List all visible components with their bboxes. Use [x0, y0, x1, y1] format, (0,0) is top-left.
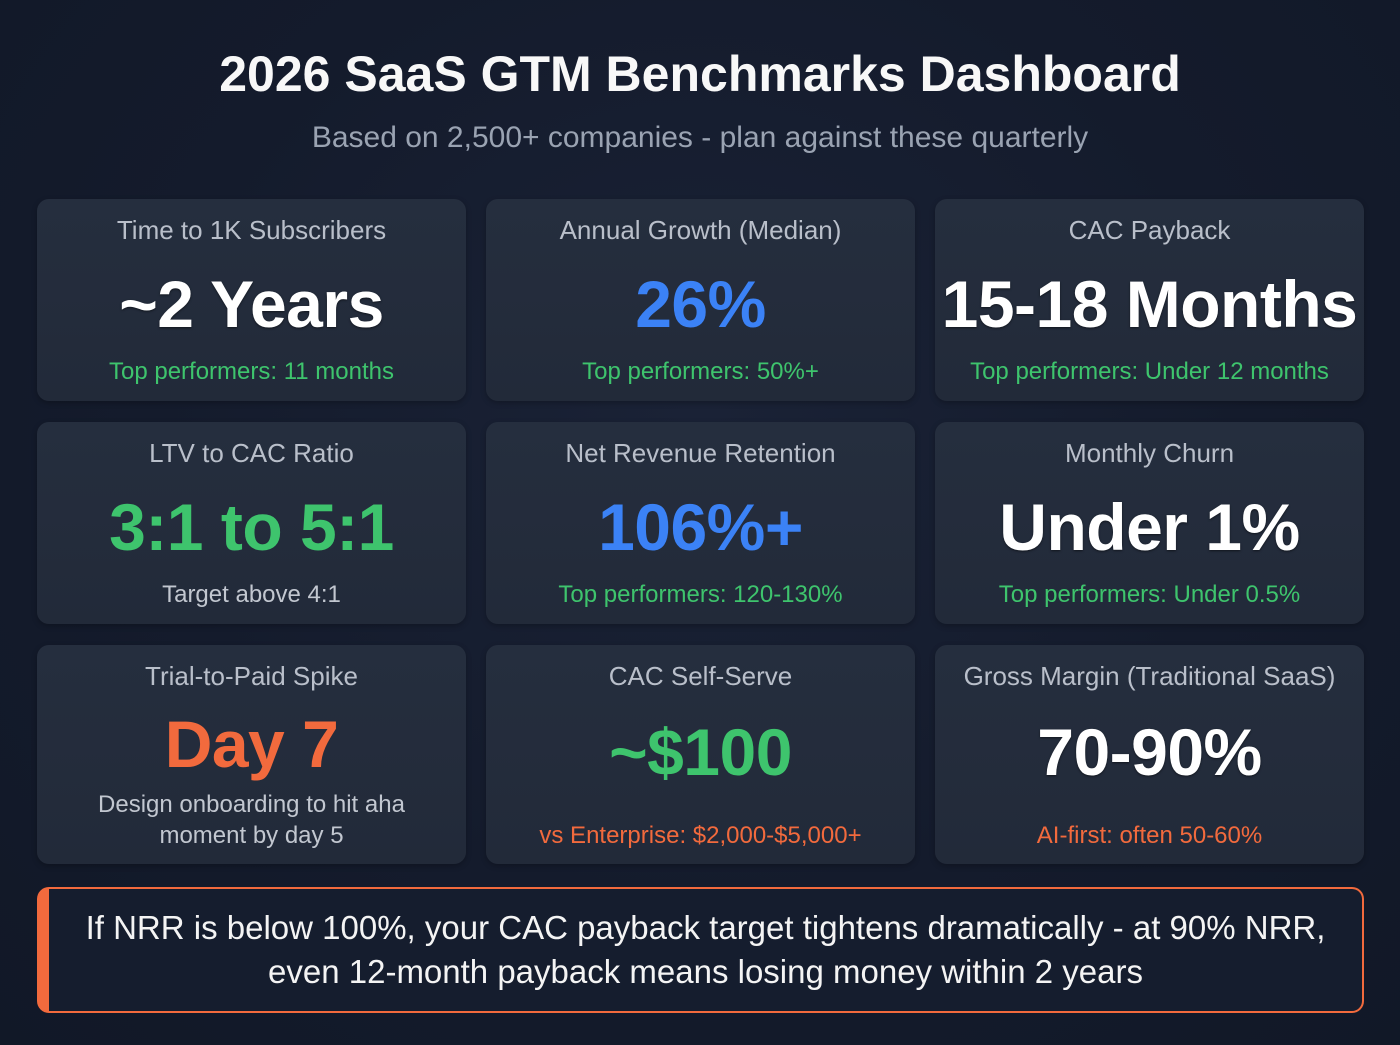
card-label: Annual Growth (Median) [559, 215, 842, 245]
card-cac-payback: CAC Payback 15-18 Months Top performers:… [935, 199, 1364, 401]
card-label: CAC Self-Serve [608, 661, 793, 691]
card-cac-self-serve: CAC Self-Serve ~$100 vs Enterprise: $2,0… [486, 645, 915, 864]
card-label: LTV to CAC Ratio [149, 438, 354, 468]
card-note: Top performers: Under 0.5% [998, 581, 1301, 608]
card-note: vs Enterprise: $2,000-$5,000+ [539, 822, 862, 849]
card-monthly-churn: Monthly Churn Under 1% Top performers: U… [935, 422, 1364, 624]
card-label: Gross Margin (Traditional SaaS) [963, 661, 1336, 691]
card-ltv-cac-ratio: LTV to CAC Ratio 3:1 to 5:1 Target above… [37, 422, 466, 624]
card-value: 106%+ [598, 490, 803, 564]
nrr-warning-callout: If NRR is below 100%, your CAC payback t… [37, 887, 1364, 1013]
card-note: Top performers: Under 12 months [970, 358, 1329, 385]
card-label: Time to 1K Subscribers [116, 215, 387, 245]
card-label: Trial-to-Paid Spike [145, 661, 358, 691]
card-note: Design onboarding to hit aha moment by d… [98, 791, 405, 849]
card-value: ~2 Years [119, 267, 384, 341]
card-label: CAC Payback [1068, 215, 1231, 245]
card-note: AI-first: often 50-60% [1036, 822, 1263, 849]
card-value: Day 7 [164, 707, 339, 781]
card-value: Under 1% [999, 490, 1300, 564]
card-note: Top performers: 120-130% [558, 581, 843, 608]
card-value: 26% [635, 267, 766, 341]
callout-text: If NRR is below 100%, your CAC payback t… [85, 909, 1326, 990]
card-gross-margin: Gross Margin (Traditional SaaS) 70-90% A… [935, 645, 1364, 864]
benchmark-grid: Time to 1K Subscribers ~2 Years Top perf… [37, 199, 1364, 864]
card-label: Monthly Churn [1064, 438, 1235, 468]
page-subtitle: Based on 2,500+ companies - plan against… [311, 121, 1089, 154]
card-note: Top performers: 50%+ [582, 358, 819, 385]
page-title: 2026 SaaS GTM Benchmarks Dashboard [219, 46, 1181, 102]
card-value: 3:1 to 5:1 [109, 490, 394, 564]
card-annual-growth: Annual Growth (Median) 26% Top performer… [486, 199, 915, 401]
card-time-to-1k-subscribers: Time to 1K Subscribers ~2 Years Top perf… [37, 199, 466, 401]
card-value: 70-90% [1037, 715, 1262, 789]
card-trial-to-paid-spike: Trial-to-Paid Spike Day 7 Design onboard… [37, 645, 466, 864]
card-note: Top performers: 11 months [108, 358, 394, 385]
card-label: Net Revenue Retention [565, 438, 836, 468]
card-value: ~$100 [609, 715, 792, 789]
card-value: 15-18 Months [941, 267, 1358, 341]
card-net-revenue-retention: Net Revenue Retention 106%+ Top performe… [486, 422, 915, 624]
card-note: Target above 4:1 [162, 581, 341, 608]
